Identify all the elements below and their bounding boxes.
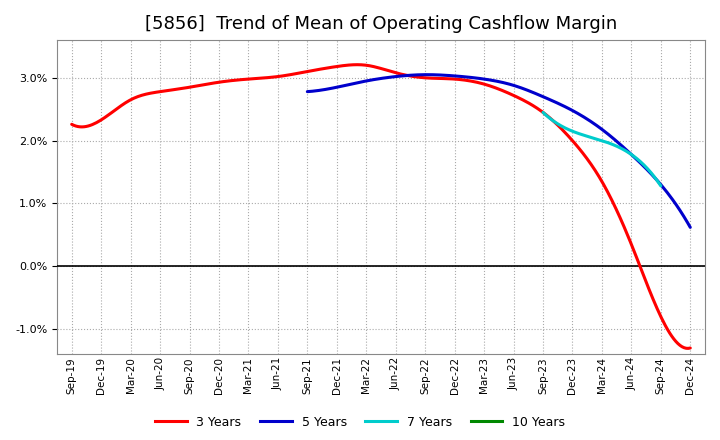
Title: [5856]  Trend of Mean of Operating Cashflow Margin: [5856] Trend of Mean of Operating Cashfl… <box>145 15 617 33</box>
Legend: 3 Years, 5 Years, 7 Years, 10 Years: 3 Years, 5 Years, 7 Years, 10 Years <box>150 411 570 434</box>
